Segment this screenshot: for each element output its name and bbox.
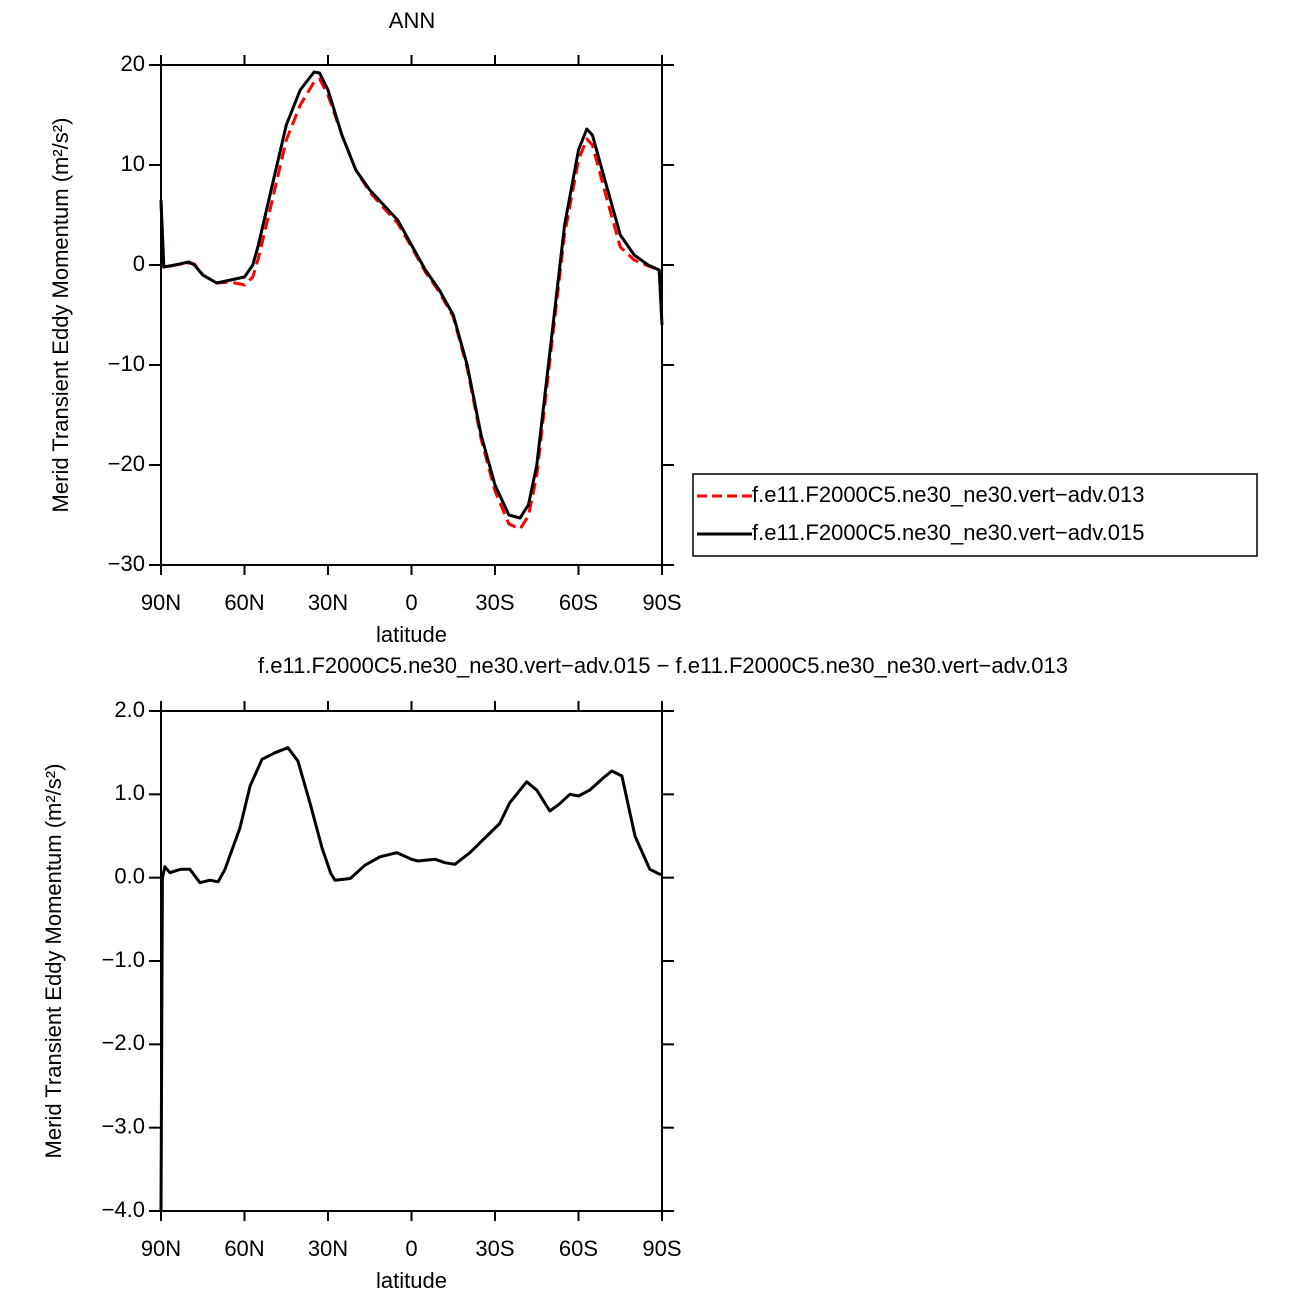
x-tick-label: 30S: [475, 590, 514, 615]
y-tick-label: 1.0: [114, 780, 145, 805]
x-tick-label: 30S: [475, 1236, 514, 1261]
legend-box: [692, 473, 1258, 557]
plot-frame: [160, 64, 663, 566]
x-tick-label: 30N: [308, 590, 348, 615]
x-axis-label: latitude: [376, 622, 447, 647]
y-tick-label: −1.0: [102, 947, 145, 972]
x-tick-label: 90S: [642, 1236, 681, 1261]
y-tick-label: 10: [121, 151, 145, 176]
y-tick-label: 2.0: [114, 697, 145, 722]
plot-frame: [160, 710, 663, 1212]
y-tick-label: −3.0: [102, 1113, 145, 1138]
y-tick-label: −10: [108, 351, 145, 376]
y-tick-label: −30: [108, 551, 145, 576]
x-tick-label: 0: [405, 590, 417, 615]
y-axis-label: Merid Transient Eddy Momentum (m²/s²): [41, 764, 66, 1159]
x-tick-label: 0: [405, 1236, 417, 1261]
x-axis-label: latitude: [376, 1268, 447, 1293]
y-tick-label: 0: [133, 251, 145, 276]
y-tick-label: −20: [108, 451, 145, 476]
legend-label: f.e11.F2000C5.ne30_ne30.vert−adv.013: [752, 482, 1144, 507]
legend-label: f.e11.F2000C5.ne30_ne30.vert−adv.015: [752, 520, 1144, 545]
data-line: [159, 70, 664, 520]
x-tick-label: 60N: [224, 590, 264, 615]
data-line: [159, 746, 662, 1212]
y-tick-label: 20: [121, 51, 145, 76]
x-tick-label: 90N: [141, 1236, 181, 1261]
x-tick-label: 60S: [559, 1236, 598, 1261]
data-line: [159, 77, 664, 531]
chart-title: f.e11.F2000C5.ne30_ne30.vert−adv.015 − f…: [258, 653, 1068, 678]
x-tick-label: 60N: [224, 1236, 264, 1261]
y-axis-label: Merid Transient Eddy Momentum (m²/s²): [48, 118, 73, 513]
y-tick-label: 0.0: [114, 863, 145, 888]
chart-title: ANN: [389, 8, 435, 33]
x-tick-label: 90N: [141, 590, 181, 615]
y-tick-label: −4.0: [102, 1197, 145, 1222]
x-tick-label: 90S: [642, 590, 681, 615]
x-tick-label: 30N: [308, 1236, 348, 1261]
y-tick-label: −2.0: [102, 1030, 145, 1055]
x-tick-label: 60S: [559, 590, 598, 615]
